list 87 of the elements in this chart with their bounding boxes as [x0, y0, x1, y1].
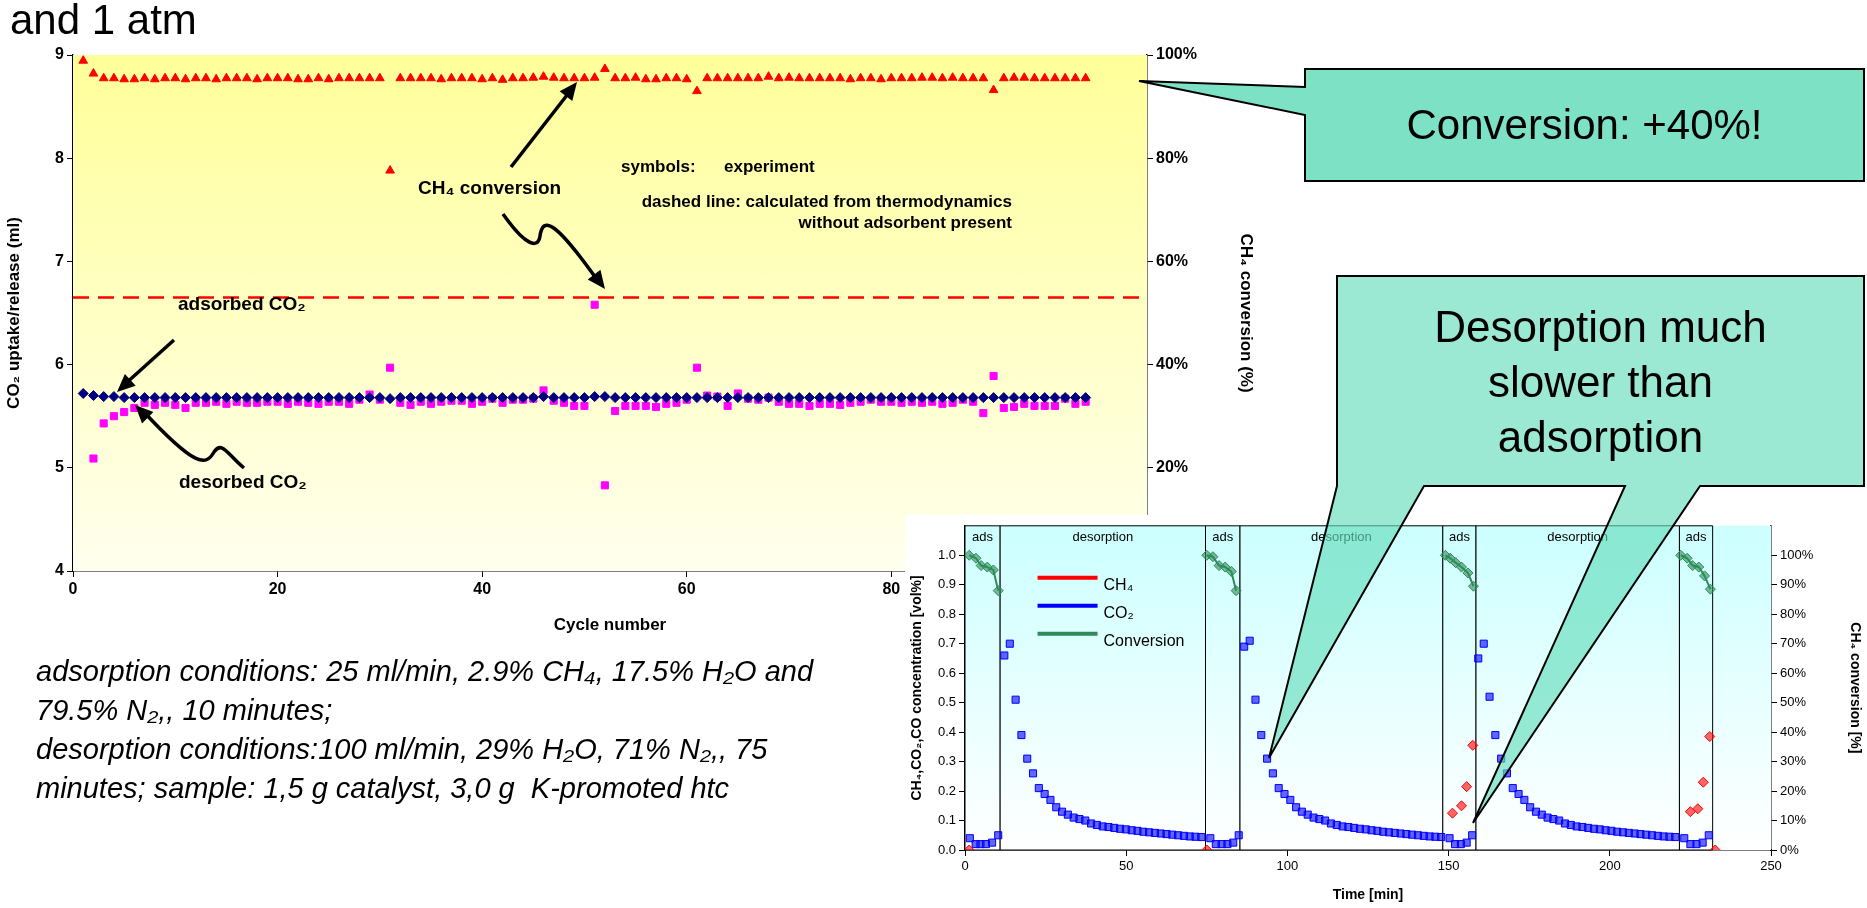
x-tick-label: 40	[473, 580, 492, 598]
point	[1699, 570, 1711, 582]
y-tick-label: 1.0	[937, 546, 956, 562]
y2-axis-title: CH₄ conversion [%]	[1847, 622, 1864, 754]
y-tick-label: 0.0	[937, 841, 956, 857]
y-tick-label: 0.1	[937, 812, 956, 828]
x-axis-title: Cycle number	[553, 615, 667, 635]
band-label: ads	[1212, 528, 1234, 544]
y2-axis-title: CH₄ conversion (%)	[1237, 233, 1257, 393]
point	[992, 585, 1004, 597]
x-tick-label: 250	[1760, 858, 1782, 874]
x-tick-label: 0	[961, 858, 969, 874]
y-axis-title: CH₄,CO₂,CO concentration [vol%]	[908, 575, 925, 801]
x-tick-label: 150	[1437, 858, 1460, 874]
y-tick-label: 6	[55, 355, 65, 373]
y-tick-label: 5	[55, 458, 65, 476]
y-tick-label: 0.2	[937, 782, 956, 798]
point	[1704, 583, 1716, 595]
point	[1207, 551, 1219, 563]
point	[1213, 560, 1225, 572]
y2-tick-label: 30%	[1780, 753, 1807, 769]
y2-tick-label: 70%	[1780, 635, 1807, 651]
legend-label: CO₂	[1103, 604, 1134, 622]
y2-tick-label: 0%	[1780, 841, 1800, 857]
point	[1693, 561, 1705, 573]
point	[987, 564, 999, 576]
x-tick-label: 60	[677, 580, 696, 598]
y2-tick-label: 60%	[1780, 664, 1807, 680]
point	[975, 560, 987, 572]
x-tick-label: 50	[1118, 858, 1134, 874]
annotation: symbols: experiment	[621, 156, 816, 178]
point	[981, 561, 993, 573]
annotation: dashed line: calculated from thermodynamics without adsorbent present	[640, 191, 1012, 234]
point	[1681, 552, 1693, 564]
band-label: desorption	[1072, 528, 1134, 544]
y2-tick-label: 100%	[1780, 546, 1814, 562]
text: desorption conditions:100 ml/min, 29% H₂O, 71% N₂,, 75 minutes; sample: 1,5 g catalyst, 3,0 g K-promoted htc	[36, 732, 769, 806]
y-tick-label: 0.7	[937, 635, 956, 651]
chart-title: and 1 atm	[10, 0, 197, 44]
band-label: ads	[1448, 528, 1471, 544]
y-tick-label: 0.4	[937, 723, 956, 739]
y-tick-label: 0.6	[937, 664, 956, 680]
point	[1219, 561, 1231, 573]
point	[1462, 567, 1474, 579]
y-tick-label: 0.9	[937, 576, 956, 592]
y2-tick-label: 40%	[1780, 723, 1807, 739]
y-tick-label: 4	[55, 561, 65, 579]
x-tick-label: 200	[1598, 858, 1621, 874]
y2-tick-label: 100%	[1156, 45, 1197, 63]
legend-label: CH₄	[1103, 576, 1134, 594]
text: Conversion: +40%!	[1406, 99, 1763, 150]
band-label: ads	[972, 528, 994, 544]
y2-tick-label: 20%	[1780, 782, 1807, 798]
x-tick-label: 100	[1276, 858, 1299, 874]
y-tick-label: 9	[55, 45, 65, 63]
y2-tick-label: 10%	[1780, 812, 1807, 828]
y-tick-label: 0.5	[937, 694, 956, 710]
y-tick-label: 0.3	[937, 753, 956, 769]
x-tick-label: 0	[68, 580, 78, 598]
point	[965, 549, 975, 561]
y-axis-title: CO₂ uptake/release (ml)	[3, 217, 23, 409]
point	[1675, 549, 1687, 561]
y2-tick-label: 60%	[1156, 251, 1189, 269]
y-tick-label: 0.8	[937, 605, 956, 621]
point	[970, 552, 982, 564]
band-label: ads	[1685, 528, 1708, 544]
y2-tick-label: 80%	[1780, 605, 1807, 621]
y2-tick-label: 90%	[1780, 576, 1807, 592]
point	[1225, 565, 1237, 577]
y2-tick-label: 20%	[1156, 458, 1189, 476]
y2-tick-label: 80%	[1156, 148, 1189, 166]
y2-tick-label: 50%	[1780, 694, 1807, 710]
text: Desorption much slower than adsorption	[1433, 300, 1768, 463]
annotation: desorbed CO₂	[179, 470, 308, 494]
legend-label: Conversion	[1103, 632, 1185, 650]
annotation: CH₄ conversion	[418, 176, 563, 200]
y-tick-label: 8	[55, 148, 65, 166]
point	[1456, 561, 1467, 573]
point	[1467, 580, 1479, 592]
y2-tick-label: 40%	[1156, 355, 1189, 373]
x-tick-label: 20	[268, 580, 287, 598]
text: adsorption conditions: 25 ml/min, 2.9% CH₄, 17.5% H₂O and 79.5% N₂,, 10 minutes;	[36, 654, 815, 728]
annotation: adsorbed CO₂	[178, 292, 307, 316]
x-axis-title: Time [min]	[1332, 886, 1404, 903]
x-tick-label: 80	[882, 580, 901, 598]
point	[1230, 585, 1242, 597]
y-tick-label: 7	[55, 251, 65, 269]
